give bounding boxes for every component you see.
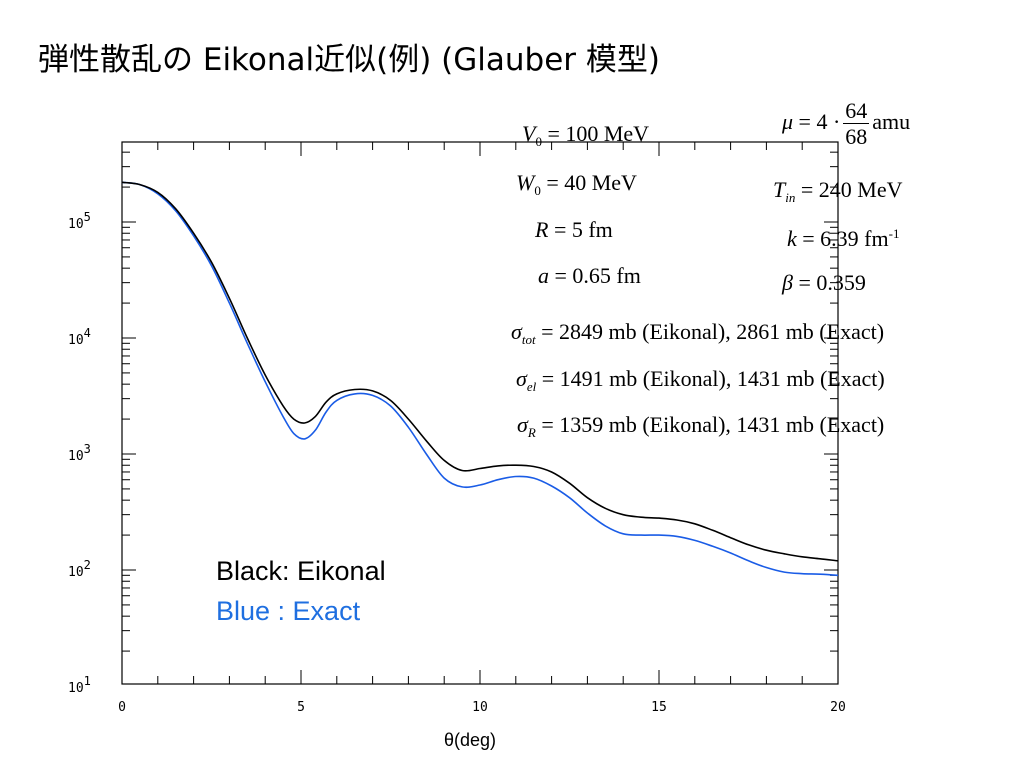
param-k: k = 6.39 fm-1 <box>787 226 900 251</box>
param-sigma-el: σel = 1491 mb (Eikonal), 1431 mb (Exact) <box>516 366 885 394</box>
param-beta: β = 0.359 <box>782 270 866 295</box>
param-sigma-r: σR = 1359 mb (Eikonal), 1431 mb (Exact) <box>517 412 885 440</box>
param-mu: μ = 4 · 64 68 amu <box>782 98 911 149</box>
axis-ticks <box>121 142 839 684</box>
param-sigma-tot: σtot = 2849 mb (Eikonal), 2861 mb (Exact… <box>511 319 885 347</box>
y-tick-label: 103 <box>68 442 91 464</box>
legend-exact: Blue : Exact <box>216 596 361 626</box>
x-axis-label: θ(deg) <box>444 730 496 750</box>
series-line-exact <box>121 181 839 577</box>
y-tick-labels: 105 104 103 102 101 <box>68 210 91 696</box>
x-tick-label: 20 <box>830 700 846 715</box>
series-layer <box>121 181 839 577</box>
param-a: a = 0.65 fm <box>538 263 641 288</box>
param-w0: W0 = 40 MeV <box>516 170 637 198</box>
x-tick-label: 10 <box>472 700 488 715</box>
x-tick-label: 0 <box>118 700 126 715</box>
y-tick-label: 101 <box>68 674 91 696</box>
param-r: R = 5 fm <box>535 217 613 242</box>
y-tick-label: 105 <box>68 210 91 232</box>
series-line-eikonal <box>121 181 839 562</box>
param-tin: Tin = 240 MeV <box>773 177 903 205</box>
x-tick-labels: 0 5 10 15 20 <box>118 700 846 715</box>
y-tick-label: 104 <box>68 326 91 348</box>
legend-eikonal: Black: Eikonal <box>216 556 386 586</box>
x-tick-label: 5 <box>297 700 305 715</box>
slide-title: 弾性散乱の Eikonal近似(例) (Glauber 模型) <box>38 42 660 78</box>
x-tick-label: 15 <box>651 700 667 715</box>
y-tick-label: 102 <box>68 558 91 580</box>
param-v0: V0 = 100 MeV <box>522 121 650 149</box>
